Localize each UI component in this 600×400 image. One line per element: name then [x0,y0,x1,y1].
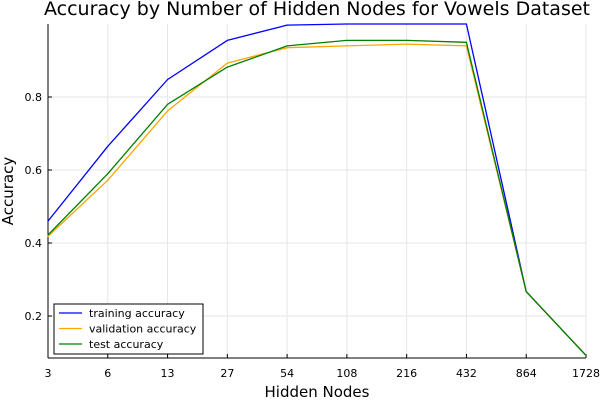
data-point [286,24,288,26]
data-point [346,23,348,25]
data-point [226,66,228,68]
data-point [346,45,348,47]
data-point [406,23,408,25]
data-point [166,103,169,105]
x-tick-label: 3 [45,367,52,380]
data-point [107,145,109,147]
data-point [166,78,169,81]
series-line-training-accuracy [47,23,587,357]
data-point [107,173,109,175]
x-axis-label: Hidden Nodes [265,383,370,400]
x-tick-label: 13 [161,367,175,380]
legend-label: validation accuracy [89,323,197,336]
y-axis-label: Accuracy [0,157,17,226]
legend-label: training accuracy [89,307,185,320]
legend-items: training accuracy validation accuracy test… [59,307,197,351]
series-lines [47,23,587,357]
legend-label: test accuracy [89,338,164,351]
data-point [286,45,288,47]
chart-legend: training accuracy validation accuracy test… [53,303,204,355]
x-tick-label: 108 [336,367,357,380]
data-point [47,234,49,236]
x-tick-label: 27 [220,367,234,380]
data-point [286,47,288,49]
y-tick-labels: 0.2 0.4 0.6 0.8 [25,91,52,323]
data-point [107,179,109,181]
data-point [47,220,49,222]
data-point [226,62,228,64]
data-point [585,354,587,357]
data-point [525,290,527,293]
data-point [406,43,408,45]
x-tick-label: 432 [456,367,477,380]
axes-layer [47,24,586,359]
data-point [465,41,468,43]
x-tick-label: 6 [104,367,111,380]
data-point [47,235,49,238]
y-tick-label: 0.8 [25,91,43,104]
x-tick-label: 1728 [572,367,600,380]
x-tick-labels: 3 6 13 27 54 108 216 432 864 1728 [45,354,600,380]
data-point [406,39,408,42]
x-tick-label: 54 [280,367,294,380]
data-point [346,39,348,42]
data-point [226,39,228,42]
series-line-test-accuracy [47,39,587,357]
y-tick-label: 0.2 [25,310,43,323]
y-tick-label: 0.4 [25,237,43,250]
chart-title: Accuracy by Number of Hidden Nodes for V… [44,0,590,20]
data-point [465,23,468,25]
x-tick-label: 864 [516,367,537,380]
x-tick-label: 216 [396,367,417,380]
data-point [166,110,169,112]
y-tick-label: 0.6 [25,164,43,177]
